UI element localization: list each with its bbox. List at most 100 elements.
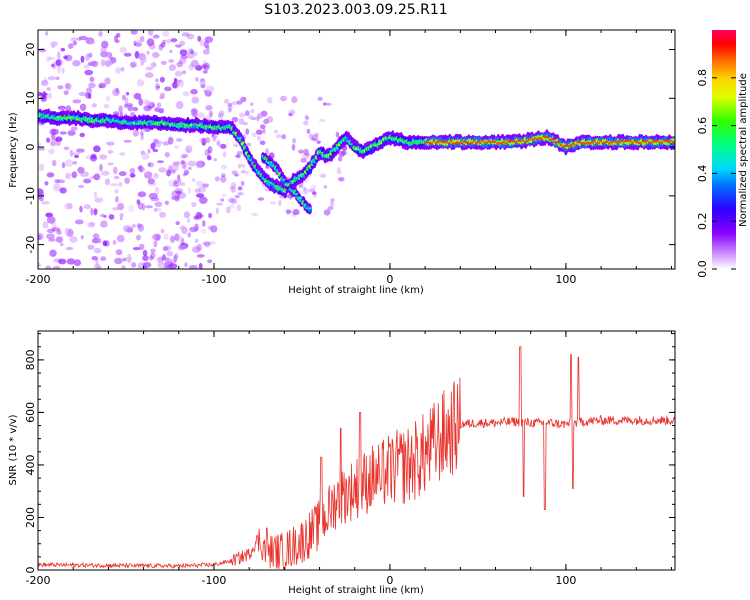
noise-speck (65, 172, 71, 180)
noise-speck (265, 148, 269, 155)
noise-speck (233, 143, 239, 148)
noise-speck (103, 103, 110, 109)
noise-speck (159, 211, 167, 218)
noise-speck (202, 220, 206, 227)
noise-speck (105, 96, 111, 102)
noise-speck (105, 51, 112, 58)
noise-speck (140, 55, 147, 64)
noise-speck (237, 186, 243, 191)
noise-speck (48, 148, 55, 155)
noise-speck (115, 32, 121, 38)
noise-speck (38, 262, 42, 268)
noise-speck (119, 46, 127, 54)
noise-speck (256, 129, 263, 135)
noise-speck (38, 142, 42, 147)
noise-speck (107, 162, 114, 166)
noise-speck (163, 265, 171, 269)
noise-speck (115, 196, 119, 203)
noise-speck (52, 265, 61, 269)
noise-speck (132, 247, 141, 251)
noise-speck (38, 48, 47, 53)
noise-speck (303, 148, 309, 156)
noise-speck (174, 145, 180, 149)
noise-speck (291, 144, 296, 151)
noise-speck (84, 69, 94, 76)
noise-speck (303, 120, 309, 126)
noise-speck (228, 197, 236, 203)
noise-speck (104, 77, 111, 85)
noise-speck (245, 128, 250, 135)
noise-speck (100, 256, 107, 262)
noise-speck (335, 131, 340, 138)
noise-speck (220, 164, 227, 170)
noise-speck (163, 233, 169, 241)
noise-speck (147, 178, 155, 185)
noise-speck (190, 59, 199, 68)
noise-speck (159, 92, 165, 100)
noise-speck (118, 105, 123, 113)
colorbar-tick-label: 0.6 (696, 117, 709, 135)
noise-speck (198, 262, 203, 269)
noise-speck (56, 179, 66, 184)
noise-speck (164, 200, 170, 205)
noise-speck (57, 105, 67, 110)
noise-speck (170, 235, 175, 243)
noise-speck (337, 177, 344, 182)
snr-frame (37, 330, 676, 571)
noise-speck (285, 209, 292, 214)
noise-speck (338, 177, 345, 182)
noise-speck (115, 67, 121, 74)
noise-speck (124, 177, 130, 184)
noise-speck (166, 38, 172, 44)
noise-speck (298, 184, 304, 189)
noise-speck (276, 133, 282, 139)
noise-speck (150, 252, 156, 260)
noise-speck (323, 102, 327, 106)
noise-speck (93, 263, 101, 269)
noise-speck (45, 265, 52, 269)
noise-speck (106, 141, 115, 146)
noise-speck (118, 171, 127, 177)
noise-speck (147, 162, 152, 167)
noise-speck (112, 207, 119, 211)
noise-speck (138, 167, 146, 173)
noise-speck (150, 197, 160, 202)
noise-speck (175, 221, 180, 226)
noise-speck (123, 225, 133, 233)
noise-speck (317, 96, 323, 101)
noise-speck (51, 159, 57, 167)
noise-speck (187, 167, 192, 170)
noise-speck (240, 96, 247, 103)
noise-speck (155, 142, 162, 148)
noise-speck (171, 195, 180, 201)
snr-xlabel: Height of straight line (km) (288, 585, 424, 596)
noise-speck (194, 188, 201, 193)
noise-speck (288, 108, 295, 116)
noise-speck (72, 99, 82, 104)
noise-speck (187, 160, 197, 167)
noise-speck (183, 211, 191, 219)
noise-speck (123, 139, 132, 143)
noise-speck (270, 201, 276, 205)
noise-speck (164, 151, 170, 158)
noise-speck (173, 78, 178, 83)
noise-speck (113, 166, 118, 175)
noise-speck (156, 85, 160, 89)
noise-speck (200, 228, 207, 234)
noise-speck (99, 163, 103, 172)
noise-speck (130, 62, 137, 68)
noise-speck (179, 40, 186, 47)
noise-speck (83, 204, 91, 210)
noise-speck (59, 131, 67, 135)
noise-speck (85, 92, 92, 99)
noise-speck (130, 30, 138, 35)
noise-speck (87, 221, 95, 228)
noise-speck (39, 196, 44, 202)
noise-speck (181, 226, 188, 235)
noise-speck (65, 246, 74, 251)
ridge-cell (307, 207, 312, 210)
noise-speck (173, 180, 180, 188)
noise-speck (129, 61, 138, 68)
noise-speck (266, 96, 273, 104)
